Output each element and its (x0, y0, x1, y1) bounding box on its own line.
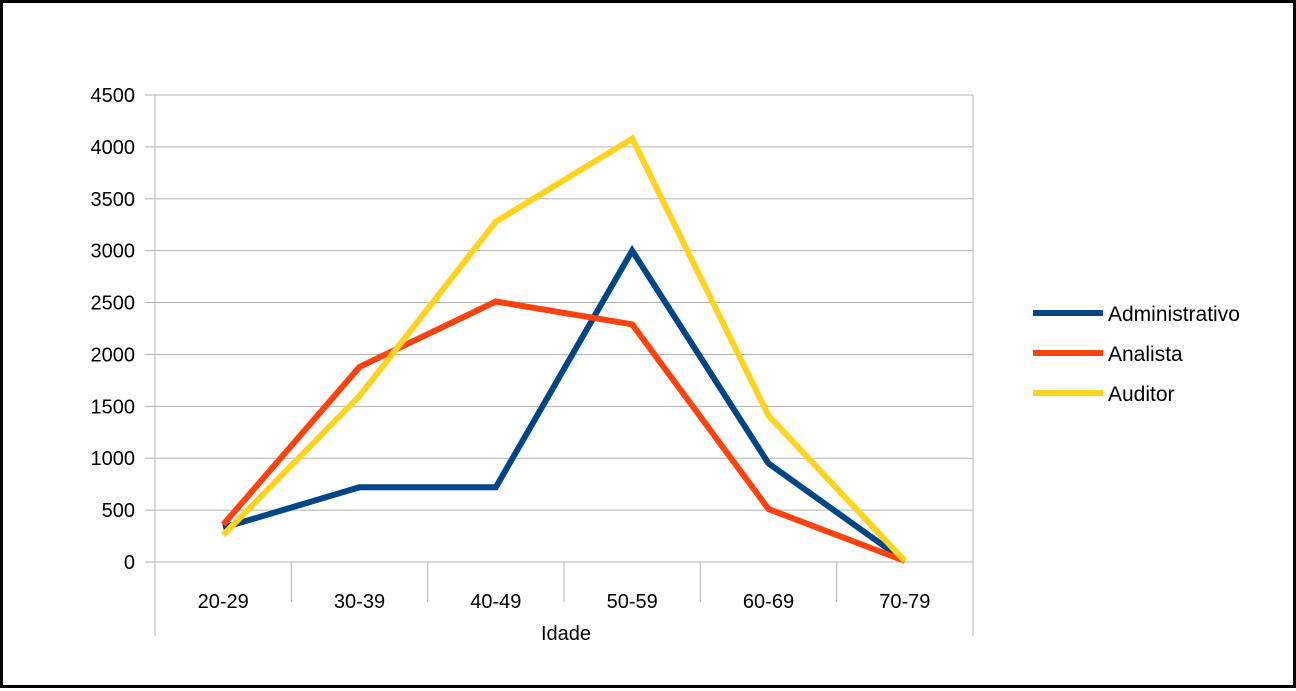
y-tick-label: 500 (102, 500, 135, 522)
series-line-auditor (221, 134, 908, 564)
legend: Administrativo Analista Auditor (1033, 303, 1240, 406)
x-tick-label: 30-39 (334, 591, 385, 613)
x-tick-label: 20-29 (198, 591, 249, 613)
axes (154, 95, 974, 636)
y-tick-label: 0 (124, 552, 135, 574)
series-lines (220, 134, 908, 564)
legend-label: Auditor (1108, 383, 1175, 406)
x-tick-label: 40-49 (470, 591, 521, 613)
y-tick-label: 2500 (91, 293, 136, 315)
axis-labels: 0 500 1000 1500 2000 2500 3000 3500 4000 4500 20-2… (91, 85, 931, 613)
y-tick-label: 1500 (91, 396, 136, 418)
x-axis-title: Idade (541, 623, 591, 645)
y-tick-label: 3500 (91, 189, 136, 211)
legend-label: Analista (1108, 343, 1183, 366)
y-tick-label: 3000 (91, 241, 136, 263)
x-tick-label: 60-69 (743, 591, 794, 613)
series-line-analista (220, 298, 906, 564)
series-line-administrativo (222, 244, 907, 564)
x-tick-label: 50-59 (607, 591, 658, 613)
y-tick-label: 4500 (91, 85, 136, 107)
line-chart: 0 500 1000 1500 2000 2500 3000 3500 4000 4500 20-2… (91, 85, 1240, 645)
x-tick-label: 70-79 (879, 591, 930, 613)
y-tick-label: 1000 (91, 448, 136, 470)
legend-label: Administrativo (1108, 303, 1240, 326)
y-tick-label: 4000 (91, 137, 136, 159)
y-tick-label: 2000 (91, 344, 136, 366)
